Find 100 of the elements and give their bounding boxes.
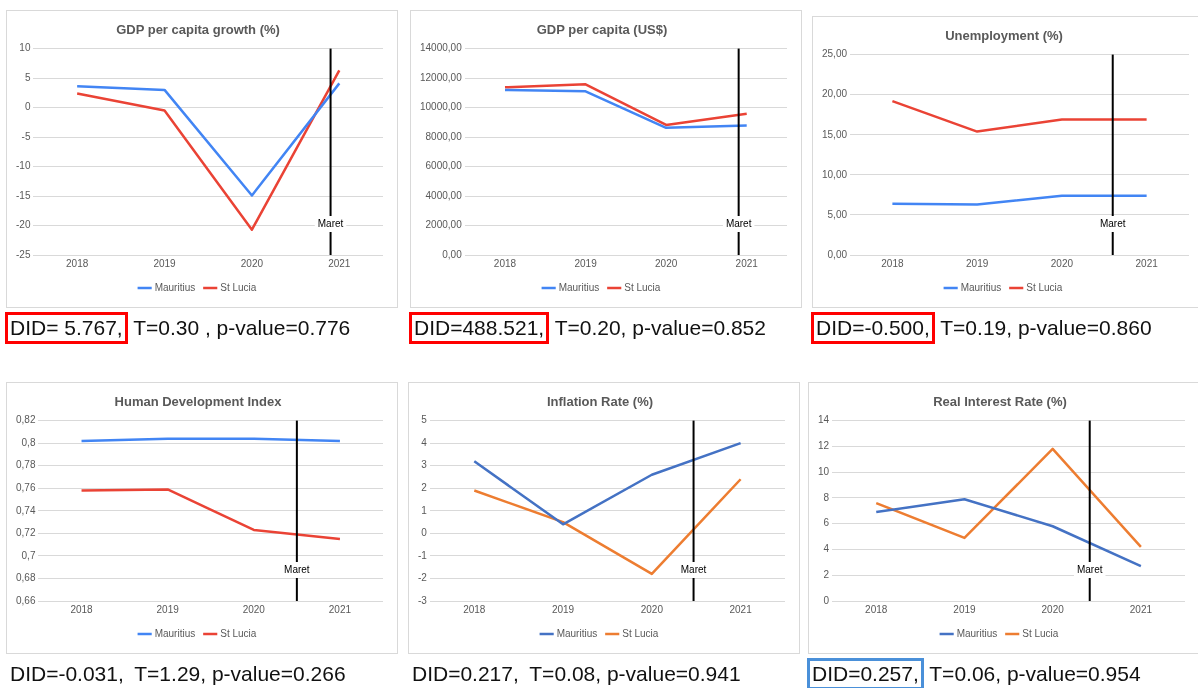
y-tick-label: 4 (421, 436, 428, 448)
x-tick-label: 2020 (655, 257, 678, 269)
x-tick-label: 2020 (1050, 257, 1074, 269)
y-tick-label: -15 (16, 189, 31, 201)
y-tick-label: 10 (818, 465, 830, 477)
x-tick-label: 2018 (493, 257, 517, 269)
x-tick-label: 2019 (551, 603, 575, 615)
text: DID=-0.031, (9, 661, 125, 687)
x-tick-label: 2021 (1135, 257, 1159, 269)
x-tick-label: 2021 (328, 257, 351, 269)
y-tick-label: 2000,00 (425, 219, 463, 231)
y-tick-label: 0,78 (15, 459, 36, 471)
x-tick-label: 2021 (1129, 603, 1153, 615)
x-tick-label: 2021 (735, 257, 759, 269)
y-tick-label: 10 (19, 42, 31, 54)
chart-title: GDP per capita (US$) (536, 22, 668, 38)
text: T=0.06, p-value=0.954 (929, 662, 1141, 685)
y-tick-label: 3 (421, 459, 428, 471)
x-tick-label: 2020 (240, 257, 264, 269)
y-tick-label: 14 (818, 414, 830, 426)
text: DID=488.521, (409, 312, 550, 344)
y-tick-label: 15,00 (821, 128, 848, 140)
y-tick-label: 8 (823, 491, 830, 503)
y-tick-label: 5 (421, 414, 428, 426)
chart-title: Inflation Rate (%) (546, 394, 654, 410)
y-tick-label: 20,00 (821, 88, 848, 100)
y-tick-label: 6 (823, 517, 830, 529)
y-tick-label: -20 (16, 219, 31, 231)
y-tick-label: 12 (818, 440, 830, 452)
ref-line-label: Maret (1076, 563, 1103, 575)
y-tick-label: 12000,00 (419, 71, 463, 83)
x-tick-label: 2019 (574, 257, 598, 269)
x-tick-label: 2018 (66, 257, 89, 269)
x-tick-label: 2019 (966, 257, 989, 269)
legend-label: Mauritius (956, 627, 998, 639)
y-tick-label: 0 (421, 527, 428, 539)
text: DID= 5.767, (5, 312, 128, 344)
y-tick-label: 0 (24, 101, 31, 113)
text: T=0.20, p-value=0.852 (554, 316, 766, 339)
x-tick-label: 2020 (640, 603, 664, 615)
y-tick-label: 4 (823, 543, 830, 555)
legend-label: St Lucia (1022, 627, 1059, 639)
y-tick-label: 0,82 (15, 414, 36, 426)
legend-label: Mauritius (556, 627, 598, 639)
ref-line-label: Maret (284, 563, 310, 575)
chart-title: GDP per capita growth (%) (116, 22, 280, 38)
y-tick-label: 0,74 (15, 504, 36, 516)
y-tick-label: 0,72 (15, 527, 36, 539)
ref-line-label: Maret (317, 217, 344, 229)
chart-title: Real Interest Rate (%) (933, 394, 1067, 410)
x-tick-label: 2018 (881, 257, 904, 269)
text: DID=0.257, (807, 658, 924, 688)
chart-title: Human Development Index (114, 394, 283, 410)
y-tick-label: 0,8 (21, 436, 36, 448)
legend-label: St Lucia (220, 627, 257, 639)
x-tick-label: 2018 (865, 603, 888, 615)
x-tick-label: 2019 (156, 603, 180, 615)
text: T=1.29, p-value=0.266 (134, 662, 346, 685)
x-tick-label: 2018 (70, 603, 94, 615)
y-tick-label: 6000,00 (425, 160, 463, 172)
y-tick-label: -3 (417, 594, 428, 606)
x-tick-label: 2019 (953, 603, 977, 615)
y-tick-label: 0,66 (15, 594, 36, 606)
x-tick-label: 2019 (153, 257, 177, 269)
text: DID=0.217, (411, 661, 520, 687)
text: T=0.19, p-value=0.860 (940, 316, 1152, 339)
y-tick-label: 10,00 (821, 168, 848, 180)
y-tick-label: 5,00 (827, 208, 848, 220)
y-tick-label: -2 (417, 572, 428, 584)
y-tick-label: 0,7 (21, 549, 36, 561)
y-tick-label: 5 (24, 71, 31, 83)
y-tick-label: 8000,00 (425, 130, 463, 142)
y-tick-label: 14000,00 (419, 42, 463, 54)
y-tick-label: 0,00 (827, 248, 848, 260)
y-tick-label: -1 (417, 549, 428, 561)
ref-line-label: Maret (680, 563, 707, 575)
x-tick-label: 2021 (729, 603, 753, 615)
y-tick-label: 0,00 (442, 248, 463, 260)
x-tick-label: 2018 (463, 603, 486, 615)
y-tick-label: 1 (421, 504, 428, 516)
y-tick-label: 4000,00 (425, 189, 463, 201)
text: DID=-0.500, (811, 312, 935, 344)
ref-line-label: Maret (725, 217, 752, 229)
y-tick-label: 0 (823, 594, 830, 606)
chart-title: Unemployment (%) (945, 28, 1063, 44)
legend-label: St Lucia (220, 281, 257, 293)
y-tick-label: 0,68 (15, 572, 36, 584)
legend-label: St Lucia (1026, 281, 1063, 293)
y-tick-label: -5 (21, 130, 31, 142)
x-tick-label: 2020 (242, 603, 266, 615)
x-tick-label: 2020 (1041, 603, 1065, 615)
text: T=0.08, p-value=0.941 (529, 662, 741, 685)
legend-label: Mauritius (558, 281, 600, 293)
y-tick-label: 2 (823, 568, 830, 580)
y-tick-label: 2 (421, 482, 428, 493)
legend-label: Mauritius (960, 281, 1002, 293)
y-tick-label: 25,00 (821, 48, 848, 60)
y-tick-label: -10 (16, 160, 31, 172)
text: T=0.30 , p-value=0.776 (133, 316, 351, 339)
y-tick-label: 10000,00 (419, 101, 463, 113)
